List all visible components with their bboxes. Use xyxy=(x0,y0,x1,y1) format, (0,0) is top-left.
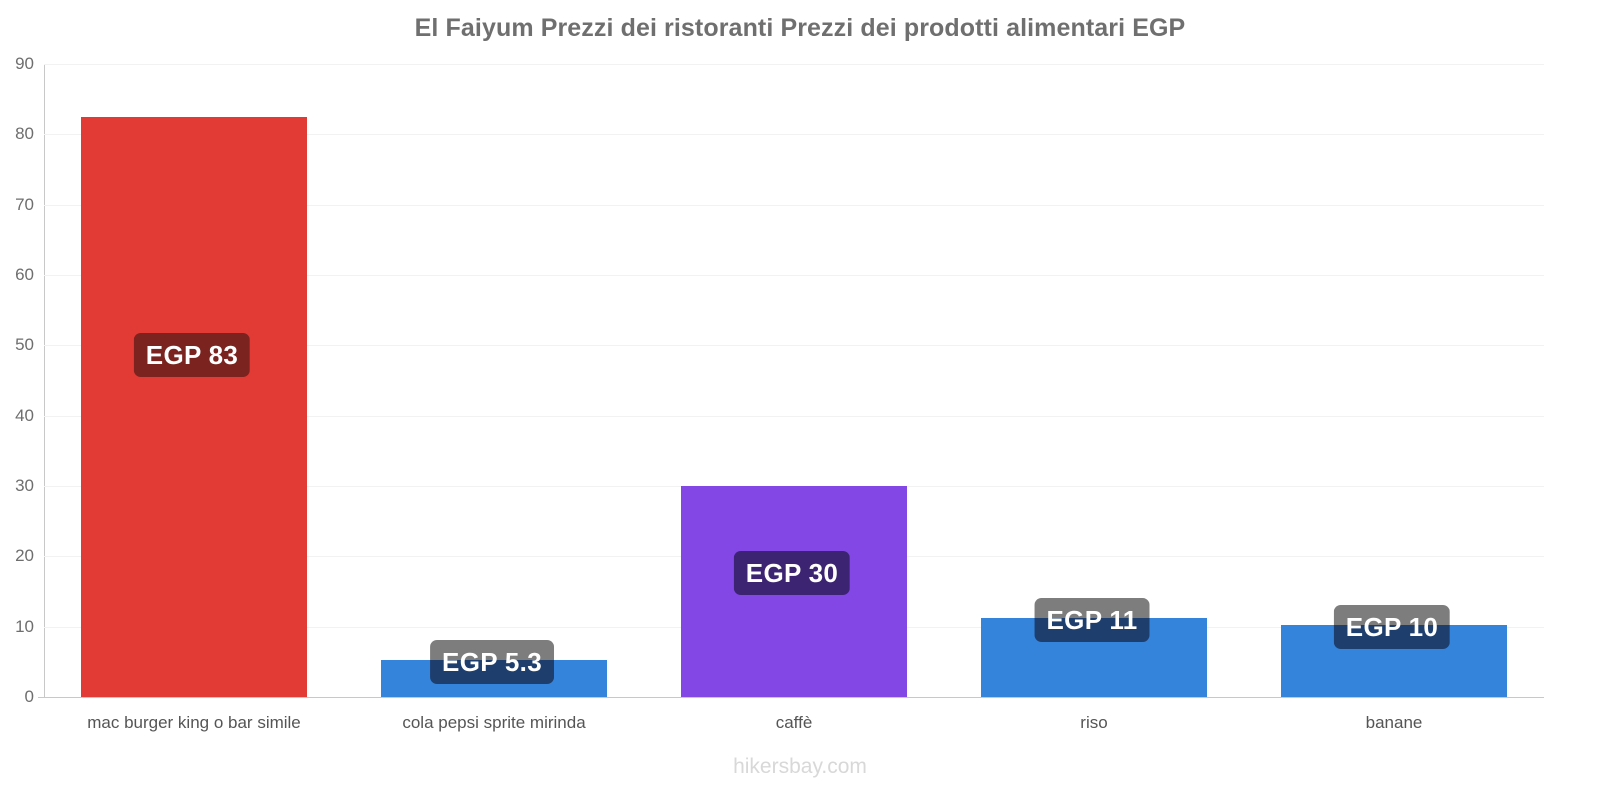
y-axis-tick-mark xyxy=(38,697,44,698)
y-axis-tick-label: 50 xyxy=(15,335,34,355)
y-axis-tick-label: 20 xyxy=(15,546,34,566)
bar-value-label-text: EGP 10 xyxy=(1345,611,1439,642)
badge-upper-fill xyxy=(430,639,554,660)
x-axis-tick-label: riso xyxy=(1080,713,1108,732)
y-axis-tick-label: 30 xyxy=(15,476,34,495)
y-axis-tick-label: 0 xyxy=(24,687,34,706)
x-axis-tick-label: mac burger king o bar simile xyxy=(87,713,301,732)
y-axis-line xyxy=(44,64,45,698)
badge-upper-fill xyxy=(1034,597,1150,618)
bar-value-label-text: EGP 5.3 xyxy=(442,646,542,677)
bar-value-label: EGP 11 xyxy=(1034,597,1150,642)
bar-value-label: EGP 83 xyxy=(133,332,251,377)
gridline xyxy=(44,64,1544,65)
y-axis-tick-label: 60 xyxy=(15,265,34,284)
badge-lower-fill xyxy=(1333,624,1451,649)
badge-lower-fill xyxy=(133,332,251,377)
badge-upper-fill xyxy=(1333,604,1451,625)
bar-value-label: EGP 5.3 xyxy=(430,639,554,684)
bar-value-label-text: EGP 11 xyxy=(1046,604,1138,635)
x-axis-tick-label: cola pepsi sprite mirinda xyxy=(402,713,586,732)
y-axis-tick-label: 70 xyxy=(15,194,34,214)
x-axis-tick-label: caffè xyxy=(775,713,813,732)
gridline xyxy=(44,205,1544,206)
badge-lower-fill xyxy=(1034,617,1150,642)
bar-value-label-text: EGP 83 xyxy=(145,339,239,370)
bar-value-label-text: EGP 30 xyxy=(745,557,839,588)
chart-title: El Faiyum Prezzi dei ristoranti Prezzi d… xyxy=(414,14,1186,42)
y-axis-tick-label: 90 xyxy=(15,54,34,73)
gridline xyxy=(44,134,1544,135)
badge-lower-fill xyxy=(430,659,554,684)
footer-credit: hikersbay.com xyxy=(733,755,867,778)
gridline xyxy=(44,345,1544,346)
x-axis-tick-label: banane xyxy=(1365,713,1423,732)
bar-value-label: EGP 30 xyxy=(733,550,851,595)
bar[interactable] xyxy=(81,116,307,697)
y-axis-tick-label: 80 xyxy=(15,124,34,144)
plot-area xyxy=(44,64,1544,697)
gridline xyxy=(44,275,1544,276)
gridline xyxy=(44,416,1544,417)
y-axis-tick-label: 10 xyxy=(15,616,34,636)
bar-value-label: EGP 10 xyxy=(1333,604,1451,649)
badge-lower-fill xyxy=(733,550,851,595)
x-axis-line xyxy=(44,697,1544,698)
y-axis-tick-label: 40 xyxy=(15,405,34,425)
